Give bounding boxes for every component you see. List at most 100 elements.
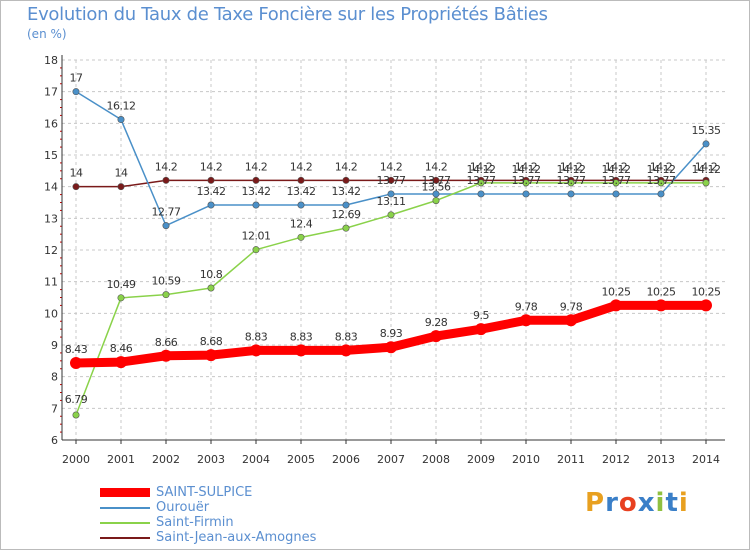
data-point: [117, 116, 125, 124]
data-point: [565, 314, 577, 327]
data-label: 13.42: [242, 185, 271, 198]
x-tick-label: 2004: [242, 453, 270, 466]
data-label: 10.25: [647, 285, 676, 298]
data-point: [207, 201, 215, 209]
data-label: 13.42: [197, 185, 226, 198]
data-label: 14.2: [245, 160, 268, 173]
x-tick-label: 2010: [512, 453, 540, 466]
data-point: [72, 183, 80, 191]
data-label: 14.12: [467, 163, 496, 176]
y-tick-label: 11: [44, 276, 58, 289]
data-point: [340, 344, 352, 357]
data-label: 13.77: [422, 174, 451, 187]
y-tick-label: 18: [44, 54, 58, 67]
data-label: 8.83: [245, 330, 268, 343]
data-label: 10.25: [602, 285, 631, 298]
data-label: 14: [70, 167, 83, 180]
data-label: 14.12: [602, 163, 631, 176]
y-tick-label: 15: [44, 149, 58, 162]
legend-label: Saint-Jean-aux-Amognes: [156, 530, 317, 545]
x-tick-label: 2002: [152, 453, 180, 466]
x-tick-label: 2000: [62, 453, 90, 466]
data-label: 8.43: [65, 343, 88, 356]
data-label: 10.59: [152, 275, 181, 288]
x-tick-label: 2009: [467, 453, 495, 466]
data-label: 14.2: [425, 160, 448, 173]
x-tick-label: 2005: [287, 453, 315, 466]
data-label: 14.2: [515, 160, 538, 173]
data-point: [342, 224, 350, 232]
x-tick-label: 2003: [197, 453, 225, 466]
x-tick-label: 2012: [602, 453, 630, 466]
data-point: [252, 246, 260, 254]
data-label: 6.79: [65, 393, 88, 406]
data-label: 12.01: [242, 230, 271, 243]
data-point: [387, 190, 395, 198]
legend-swatch: [100, 506, 150, 509]
x-tick-label: 2008: [422, 453, 450, 466]
y-tick-label: 6: [51, 434, 58, 447]
y-tick-label: 7: [51, 402, 58, 415]
data-point: [702, 140, 710, 148]
data-label: 14.2: [605, 160, 628, 173]
data-point: [162, 176, 170, 184]
data-point: [295, 344, 307, 357]
x-tick-label: 2006: [332, 453, 360, 466]
data-label: 9.5: [473, 309, 489, 322]
y-tick-label: 13: [44, 212, 58, 225]
data-label: 13.77: [467, 174, 496, 187]
proxiti-logo: Proxiti: [585, 488, 689, 518]
legend-label: SAINT-SULPICE: [156, 485, 253, 500]
data-point: [252, 201, 260, 209]
data-point: [342, 201, 350, 209]
data-label: 9.78: [515, 300, 538, 313]
legend-item-saint-sulpice: SAINT-SULPICE: [100, 485, 252, 500]
x-tick-label: 2013: [647, 453, 675, 466]
x-tick-label: 2001: [107, 453, 135, 466]
data-point: [657, 190, 665, 198]
legend-swatch: [100, 488, 150, 497]
data-label: 14.2: [380, 160, 403, 173]
data-label: 14.2: [335, 160, 358, 173]
data-label: 17: [70, 72, 83, 85]
data-label: 13.77: [377, 174, 406, 187]
data-point: [700, 299, 712, 312]
data-label: 14.2: [650, 160, 673, 173]
data-label: 13.77: [512, 174, 541, 187]
data-label: 8.66: [155, 336, 178, 349]
data-point: [297, 201, 305, 209]
data-point: [702, 179, 710, 187]
data-point: [115, 356, 127, 369]
data-point: [207, 176, 215, 184]
data-label: 10.49: [107, 278, 136, 291]
x-tick-label: 2007: [377, 453, 405, 466]
data-point: [162, 222, 170, 230]
legend-swatch: [100, 521, 150, 524]
data-label: 12.77: [152, 206, 181, 219]
data-label: 14: [115, 167, 128, 180]
data-point: [162, 291, 170, 299]
y-tick-label: 17: [44, 86, 58, 99]
chart-title: Evolution du Taux de Taxe Foncière sur l…: [27, 4, 548, 25]
chart-unit: (en %): [27, 27, 67, 41]
data-point: [297, 233, 305, 241]
legend-label: Saint-Firmin: [156, 515, 234, 530]
data-point: [567, 190, 575, 198]
data-label: 8.83: [290, 330, 313, 343]
data-point: [475, 323, 487, 336]
data-label: 13.42: [332, 185, 361, 198]
y-tick-label: 8: [51, 371, 58, 384]
data-label: 8.93: [380, 327, 403, 340]
data-label: 8.83: [335, 330, 358, 343]
data-point: [342, 176, 350, 184]
data-point: [297, 176, 305, 184]
data-point: [477, 179, 485, 187]
y-tick-label: 12: [44, 244, 58, 257]
data-label: 14.12: [512, 163, 541, 176]
data-point: [207, 284, 215, 292]
x-tick-label: 2014: [692, 453, 720, 466]
data-point: [610, 299, 622, 312]
data-label: 13.56: [422, 181, 451, 194]
data-point: [72, 411, 80, 419]
